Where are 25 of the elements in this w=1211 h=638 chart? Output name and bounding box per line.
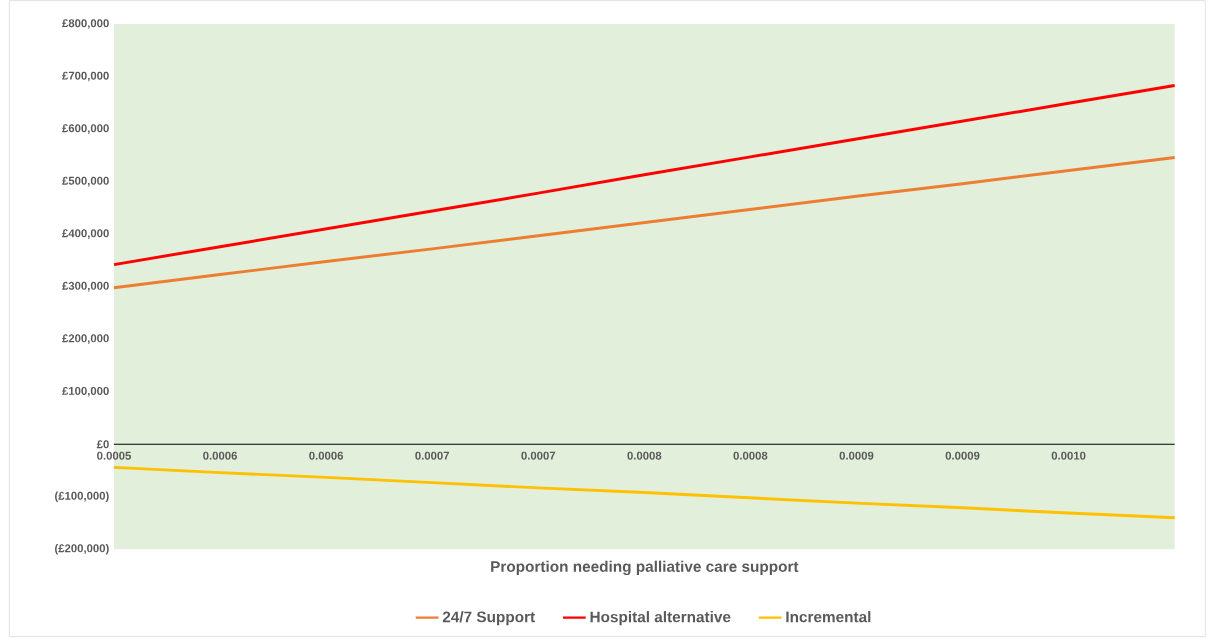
- x-tick-label: 0.0006: [309, 451, 344, 460]
- y-tick-label: £200,000: [62, 334, 109, 345]
- y-tick-label: £300,000: [62, 281, 109, 292]
- y-tick-label: (£100,000): [55, 491, 109, 503]
- x-tick-label: 0.0010: [1051, 451, 1086, 460]
- y-tick-label: (£200,000): [55, 544, 109, 555]
- x-tick-label: 0.0005: [97, 451, 132, 460]
- x-tick-label: 0.0006: [203, 451, 237, 460]
- x-tick-label: 0.0007: [415, 451, 450, 460]
- y-tick-label: £0: [96, 440, 109, 449]
- x-tick-label: 0.0009: [945, 451, 980, 460]
- x-axis-title: Proportion needing palliative care support: [491, 560, 799, 576]
- legend-label: Incremental: [786, 611, 871, 623]
- x-tick-label: 0.0008: [733, 451, 768, 460]
- y-tick-label: £100,000: [62, 386, 109, 397]
- x-tick-label: 0.0009: [839, 451, 874, 460]
- y-tick-label: £600,000: [62, 124, 109, 134]
- legend-label: Hospital alternative: [590, 611, 731, 626]
- x-tick-label: 0.0007: [521, 451, 556, 460]
- legend-label: 24/7 Support: [442, 611, 535, 626]
- y-tick-label: £400,000: [62, 229, 109, 239]
- y-tick-label: £500,000: [62, 176, 109, 187]
- y-tick-label: £800,000: [62, 19, 109, 29]
- y-tick-label: £700,000: [62, 71, 109, 82]
- x-tick-label: 0.0008: [627, 451, 662, 460]
